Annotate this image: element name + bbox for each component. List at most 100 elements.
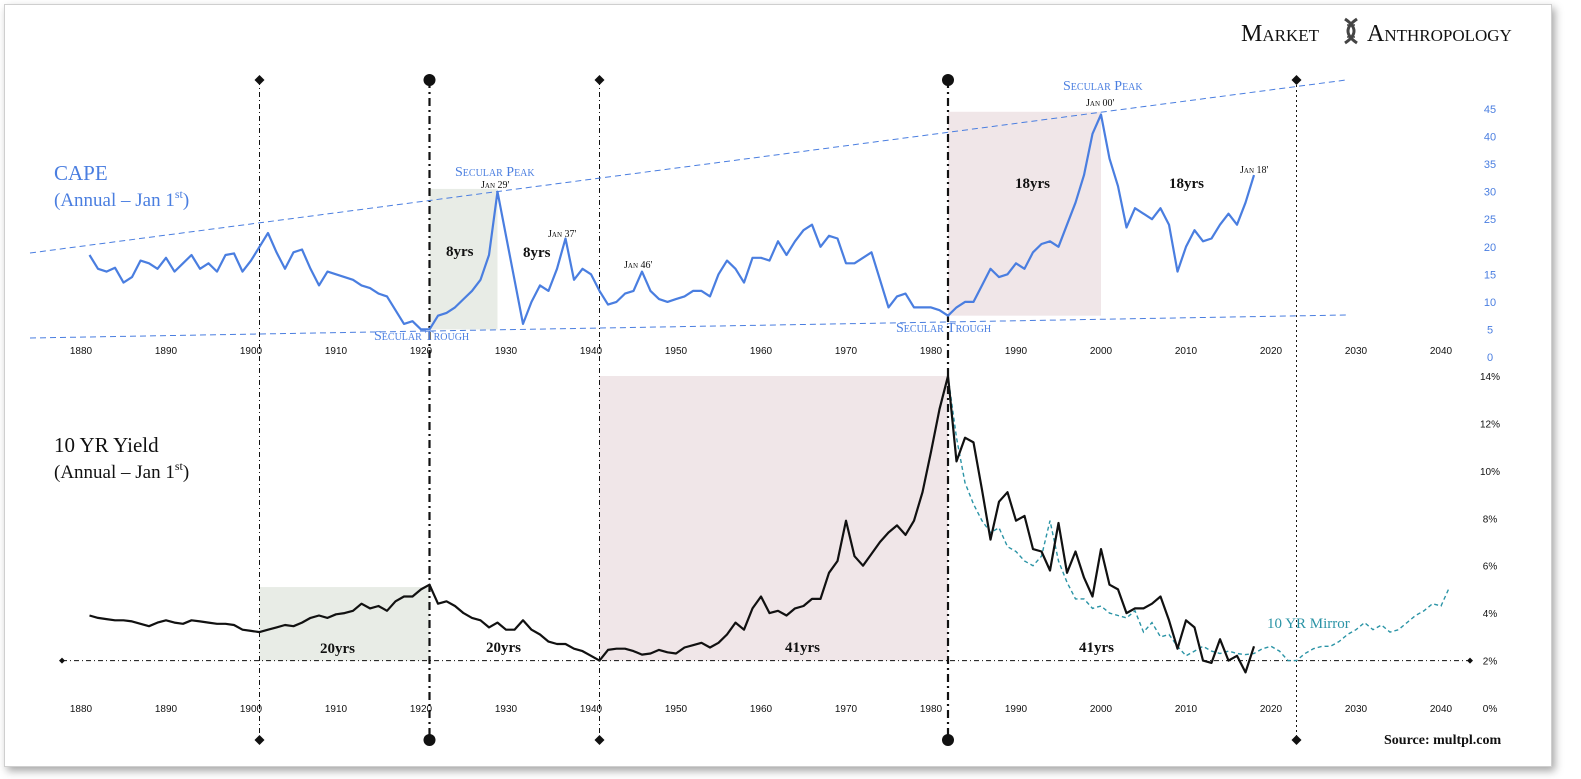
secular-trough-1-label: Secular Trough (374, 329, 469, 344)
cape-subtitle-end: ) (183, 190, 189, 211)
yield-span-41yrs-2: 41yrs (1079, 640, 1114, 656)
cape-series-line (88, 113, 1256, 331)
series-lines (88, 113, 1451, 674)
cape-y-tick: 15 (1484, 269, 1496, 281)
cape-x-tick: 1970 (835, 346, 858, 357)
yield-y-tick: 4% (1483, 609, 1498, 620)
cycle-markers (254, 74, 1302, 746)
cape-subtitle: (Annual – Jan 1st) (54, 187, 189, 211)
cape-subtitle-main: (Annual – Jan 1 (54, 190, 175, 211)
jan46-label: Jan 46' (624, 260, 653, 271)
yield-x-tick: 1930 (495, 704, 518, 715)
cape-x-tick: 1930 (495, 346, 518, 357)
yield-x-tick: 1910 (325, 704, 348, 715)
yield-x-tick: 1970 (835, 704, 858, 715)
cape-y-tick: 20 (1484, 242, 1496, 254)
yield-x-tick: 2020 (1260, 704, 1283, 715)
cape-x-tick: 1990 (1005, 346, 1028, 357)
jan18-label: Jan 18' (1240, 165, 1269, 176)
cape-x-tick: 1980 (920, 346, 943, 357)
jan29-label: Jan 29' (481, 180, 510, 191)
cycle-diamond-top-2023 (1291, 75, 1302, 85)
cycle-dot-bottom-1982 (942, 734, 954, 746)
brand-word-anthropology: Anthropology (1367, 21, 1512, 47)
yield-x-tick: 2000 (1090, 704, 1113, 715)
trend-lower (29, 314, 1347, 339)
jan37-label: Jan 37' (548, 229, 577, 240)
cycle-dot-bottom-1921 (423, 734, 436, 746)
cape-x-tick: 1920 (410, 346, 433, 357)
cape-y-tick: 35 (1484, 159, 1496, 171)
cape-x-tick: 2040 (1430, 346, 1453, 357)
cycle-diamond-bottom-2023 (1291, 735, 1302, 745)
cape-x-tick: 2020 (1260, 346, 1283, 357)
cape-x-tick: 2010 (1175, 346, 1198, 357)
cape-span-18yrs-1: 18yrs (1015, 176, 1050, 192)
yield-x-tick: 2040 (1430, 704, 1453, 715)
cape-x-tick: 1910 (325, 346, 348, 357)
cape-y-tick: 5 (1487, 324, 1493, 336)
yield-x-tick: 2030 (1345, 704, 1368, 715)
yield-subtitle: (Annual – Jan 1st) (54, 459, 189, 483)
mirror-series-line (947, 375, 1451, 662)
cape-x-tick: 1960 (750, 346, 773, 357)
yield-y-tick: 8% (1483, 514, 1498, 525)
cape-x-tick: 1880 (70, 346, 93, 357)
secular-peak-1-label: Secular Peak (455, 165, 535, 180)
yield-span-20yrs-2: 20yrs (486, 640, 521, 656)
cape-shade-green (429, 188, 498, 330)
yield-y-tick: 14% (1480, 372, 1500, 383)
yield-x-tick: 2010 (1175, 704, 1198, 715)
cape-x-tick: 2000 (1090, 346, 1113, 357)
dna-logo-icon (1344, 17, 1358, 45)
yield-x-tick: 1900 (240, 704, 263, 715)
cape-span-8yrs-1: 8yrs (446, 244, 474, 260)
cape-x-tick: 2030 (1345, 346, 1368, 357)
mirror-label: 10 YR Mirror (1267, 616, 1350, 632)
cape-x-tick: 1940 (580, 346, 603, 357)
yield-title: 10 YR Yield (54, 433, 159, 457)
baseline-left-diamond (59, 657, 65, 664)
brand-word-market: Market (1241, 21, 1320, 47)
yield-x-tick: 1960 (750, 704, 773, 715)
cycle-dot-top-1921 (423, 74, 436, 86)
yield-y-tick: 0% (1483, 704, 1498, 715)
yield-base-line (59, 657, 1473, 664)
trend-upper (29, 79, 1347, 254)
yield-span-20yrs-1: 20yrs (320, 641, 355, 657)
yield-x-tick: 1880 (70, 704, 93, 715)
cape-y-tick: 10 (1484, 297, 1496, 309)
cape-y-tick: 40 (1484, 132, 1496, 144)
yield-span-41yrs-1: 41yrs (785, 640, 820, 656)
cycle-dot-top-1982 (942, 74, 954, 86)
cycle-diamond-bottom-1941 (594, 735, 605, 745)
cape-trend-lines (29, 79, 1347, 339)
yield-y-tick: 12% (1480, 419, 1500, 430)
secular-peak-2-label: Secular Peak (1063, 79, 1143, 94)
yield-x-tick: 1990 (1005, 704, 1028, 715)
yield-x-tick: 1920 (410, 704, 433, 715)
yield-y-tick: 10% (1480, 467, 1500, 478)
secular-trough-2-label: Secular Trough (896, 321, 991, 336)
cape-x-tick: 1950 (665, 346, 688, 357)
cycle-diamond-top-1941 (594, 75, 605, 85)
cycle-diamond-top-1901 (254, 75, 265, 85)
yield-y-tick: 6% (1483, 562, 1498, 573)
jan00-label: Jan 00' (1086, 98, 1115, 109)
yield-subtitle-end: ) (183, 462, 189, 483)
cape-x-tick: 1900 (240, 346, 263, 357)
yield-subtitle-sup: st (175, 459, 184, 473)
cape-y-tick: 30 (1484, 187, 1496, 199)
cape-y-tick: 0 (1487, 352, 1493, 364)
cycle-diamond-bottom-1901 (254, 735, 265, 745)
yield-series-line (89, 374, 1256, 674)
axes: 1880 1890 1900 1910 1920 1930 1940 1950 1960 1970… (70, 104, 1500, 715)
cape-span-18yrs-2: 18yrs (1169, 176, 1204, 192)
yield-subtitle-main: (Annual – Jan 1 (54, 462, 175, 483)
yield-x-tick: 1950 (665, 704, 688, 715)
cape-shade-pink (948, 111, 1101, 316)
cape-span-8yrs-2: 8yrs (523, 245, 551, 261)
baseline-right-diamond (1467, 657, 1473, 664)
yield-x-tick: 1980 (920, 704, 943, 715)
